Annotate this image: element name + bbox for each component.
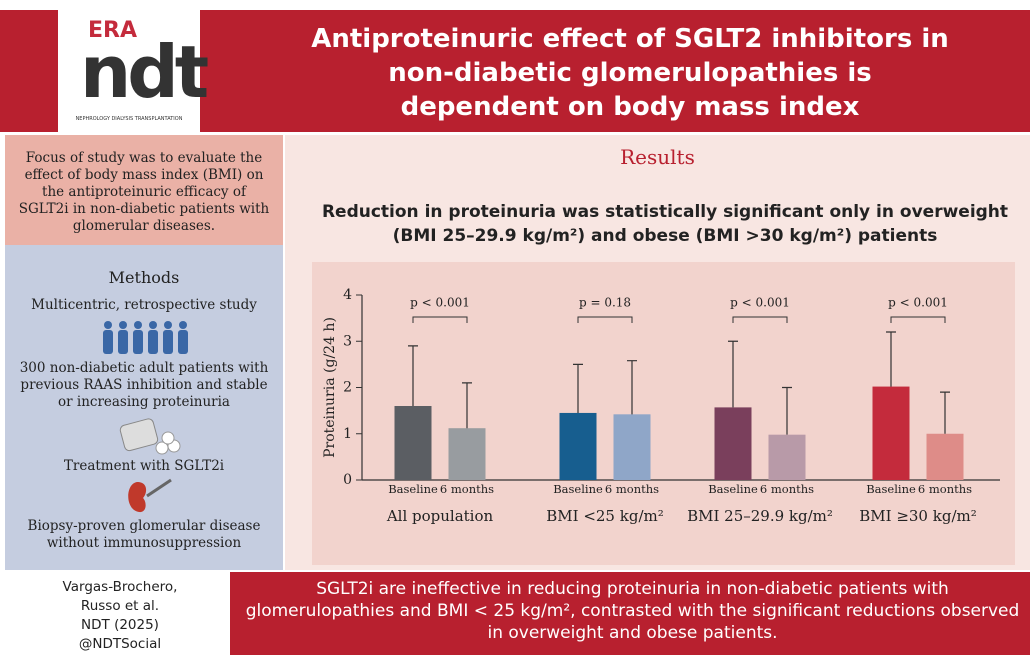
citation-line: Russo et al. [80,598,160,614]
y-axis-label: Proteinuria (g/24 h) [322,317,338,458]
bar [714,407,752,480]
focus-panel [5,135,283,245]
conclusion: SGLT2i are ineffective in reducing prote… [245,579,1020,643]
methods-title: Methods [108,268,180,287]
series-label: 6 months [918,482,972,496]
series-label: 6 months [605,482,659,496]
focus-text: Focus of study was to evaluate the effec… [18,150,270,234]
conclusion-band [230,572,1030,655]
significance-bracket [577,316,633,323]
series-label: Baseline [866,482,916,496]
category-label: BMI 25–29.9 kg/m² [687,507,833,525]
citation: Vargas-Brochero, Russo et al. NDT (2025)… [30,578,210,654]
series-label: 6 months [440,482,494,496]
bar [613,414,651,480]
y-tick-label: 2 [343,380,352,396]
significance-bracket [890,316,946,323]
logo: ERA ndt NEPHROLOGY DIALYSIS TRANSPLANTAT… [58,10,209,132]
series-label: Baseline [553,482,603,496]
bar [926,433,964,480]
category-label: All population [386,507,494,525]
people-icon [103,321,188,354]
y-tick-label: 0 [343,472,352,488]
p-value: p < 0.001 [730,296,790,310]
logo-era: ERA [88,18,137,43]
pills-icon [119,418,181,455]
error-bar [573,363,583,413]
series-label: Baseline [388,482,438,496]
citation-line: NDT (2025) [81,617,159,633]
logo-subtitle: NEPHROLOGY DIALYSIS TRANSPLANTATION [75,116,183,122]
error-bar [408,345,418,406]
bar [559,412,597,480]
results-subtitle: Reduction in proteinuria was statistical… [321,202,1009,246]
results-title: Results [620,145,695,169]
method-text: 300 non-diabetic adult patients with pre… [19,360,269,410]
bar [394,406,432,480]
error-bar [782,386,792,435]
series-label: Baseline [708,482,758,496]
error-bar [462,382,472,429]
series-label: 6 months [760,482,814,496]
significance-bracket [732,316,788,323]
error-bar [886,331,896,387]
p-value: p < 0.001 [410,296,470,310]
y-tick-label: 3 [343,333,352,349]
error-bar [940,391,950,434]
p-value: p < 0.001 [888,296,948,310]
significance-bracket [412,316,468,323]
logo-ndt: ndt [80,30,209,114]
bar [768,434,806,480]
error-bar [627,360,637,415]
methods-panel [5,245,283,570]
y-tick-label: 4 [343,287,352,303]
y-tick-label: 1 [343,426,352,442]
bar [448,428,486,480]
p-value: p = 0.18 [579,296,631,310]
citation-line: @NDTSocial [78,636,162,652]
method-text: Treatment with SGLT2i [63,458,225,474]
method-text: Biopsy-proven glomerular disease without… [27,518,261,551]
category-label: BMI ≥30 kg/m² [859,507,976,525]
method-text: Multicentric, retrospective study [31,297,257,313]
kidney-icon [128,478,172,513]
citation-line: Vargas-Brochero, [62,579,178,595]
bar [872,386,910,480]
category-label: BMI <25 kg/m² [546,507,663,525]
title: Antiproteinuric effect of SGLT2 inhibito… [311,24,949,122]
error-bar [728,340,738,408]
